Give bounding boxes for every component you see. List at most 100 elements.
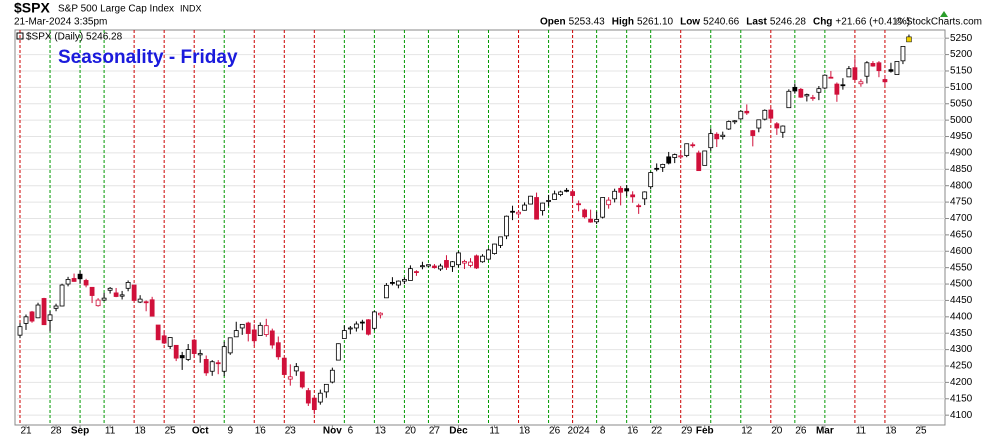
candle-body bbox=[221, 346, 227, 372]
candle-body bbox=[852, 67, 858, 80]
candle-body bbox=[203, 359, 209, 374]
x-tick-label: Nov bbox=[323, 426, 342, 437]
quote-label: High bbox=[612, 17, 634, 28]
y-tick-label: 5250 bbox=[950, 33, 973, 44]
candle-body bbox=[840, 84, 846, 87]
candle-body bbox=[167, 337, 173, 347]
candle-body bbox=[510, 210, 515, 213]
candle-body bbox=[191, 339, 197, 354]
x-tick-label: 11 bbox=[856, 426, 867, 437]
quote-value: 5240.66 bbox=[703, 17, 740, 28]
candle-body bbox=[900, 45, 906, 62]
candle-body bbox=[714, 133, 720, 140]
candle-body bbox=[474, 255, 479, 269]
candle-body bbox=[390, 282, 395, 284]
candle-body bbox=[564, 189, 569, 192]
y-tick-label: 4500 bbox=[950, 279, 973, 290]
candle-body bbox=[744, 110, 750, 114]
x-tick-label: 9 bbox=[227, 426, 233, 437]
candle-body bbox=[630, 194, 636, 198]
datetime: 21-Mar-2024 3:35pm bbox=[14, 17, 107, 28]
x-tick-label: 21 bbox=[20, 426, 32, 437]
candle-body bbox=[335, 343, 341, 361]
candle-body bbox=[618, 187, 624, 193]
candle-body bbox=[546, 200, 551, 202]
candle-body bbox=[179, 355, 185, 359]
quote-value: 5253.43 bbox=[569, 17, 606, 28]
x-tick-label: 25 bbox=[915, 426, 927, 437]
legend-swatch bbox=[16, 32, 24, 40]
candle-body bbox=[143, 301, 149, 304]
candle-body bbox=[293, 366, 299, 372]
quote-label: Open bbox=[540, 17, 566, 28]
candle-body bbox=[774, 123, 780, 129]
candle-body bbox=[720, 134, 726, 137]
x-tick-label: 26 bbox=[795, 426, 807, 437]
candle-body bbox=[684, 143, 690, 156]
candle-body bbox=[606, 199, 612, 206]
candle-body bbox=[480, 255, 485, 263]
candle-body bbox=[23, 316, 29, 324]
candle-body bbox=[648, 172, 654, 188]
candle-body bbox=[275, 342, 281, 358]
candle-body bbox=[408, 268, 413, 281]
candle-body bbox=[35, 304, 41, 319]
candle-body bbox=[155, 324, 161, 341]
candle-body bbox=[486, 249, 491, 260]
change-arrow bbox=[940, 11, 948, 17]
candle-body bbox=[834, 83, 840, 95]
candle-body bbox=[396, 280, 401, 286]
candle-body bbox=[504, 215, 509, 237]
x-tick-label: 28 bbox=[50, 426, 62, 437]
candle-body bbox=[239, 323, 245, 329]
x-tick-label: 16 bbox=[255, 426, 267, 437]
candle-body bbox=[377, 312, 383, 316]
candle-body bbox=[89, 286, 95, 296]
security-name: S&P 500 Large Cap Index bbox=[58, 4, 174, 15]
x-tick-label: 13 bbox=[375, 426, 387, 437]
candle-body bbox=[726, 121, 732, 130]
y-tick-label: 4850 bbox=[950, 164, 973, 175]
candle-body bbox=[269, 330, 275, 346]
candle-body bbox=[858, 81, 864, 85]
y-tick-label: 4450 bbox=[950, 295, 973, 306]
y-tick-label: 4200 bbox=[950, 377, 973, 388]
candle-body bbox=[516, 211, 521, 215]
x-tick-label: 29 bbox=[681, 426, 693, 437]
candle-body bbox=[311, 397, 317, 410]
y-tick-label: 4700 bbox=[950, 213, 973, 224]
candle-body bbox=[468, 261, 473, 266]
candle-body bbox=[558, 191, 563, 195]
y-tick-label: 4800 bbox=[950, 180, 973, 191]
candle-body bbox=[17, 326, 23, 336]
candle-body bbox=[654, 167, 660, 170]
quote-value: +21.66 (+0.41%) bbox=[835, 17, 910, 28]
symbol: $SPX bbox=[14, 0, 50, 16]
candle-body bbox=[341, 330, 347, 339]
candle-body bbox=[257, 324, 263, 336]
candle-body bbox=[107, 287, 113, 291]
candle-body bbox=[227, 337, 233, 354]
copyright: © StockCharts.com bbox=[896, 17, 982, 28]
x-tick-label: 6 bbox=[348, 426, 354, 437]
candle-body bbox=[432, 265, 437, 269]
quote-value: 5246.28 bbox=[770, 17, 807, 28]
candle-body bbox=[636, 205, 642, 208]
candle-body bbox=[642, 191, 648, 200]
candle-body bbox=[444, 260, 449, 268]
candle-body bbox=[786, 90, 792, 109]
x-tick-label: 26 bbox=[549, 426, 561, 437]
x-tick-label: 22 bbox=[651, 426, 663, 437]
y-tick-label: 4650 bbox=[950, 230, 973, 241]
candle-body bbox=[65, 279, 71, 285]
candle-body bbox=[209, 361, 215, 372]
candle-body bbox=[804, 94, 810, 97]
candle-body bbox=[624, 188, 630, 192]
candle-body bbox=[750, 130, 756, 136]
candle-body bbox=[768, 109, 774, 119]
candle-body bbox=[762, 109, 768, 120]
candle-body bbox=[792, 86, 798, 92]
candle-body bbox=[426, 264, 431, 267]
candle-body bbox=[47, 314, 53, 321]
